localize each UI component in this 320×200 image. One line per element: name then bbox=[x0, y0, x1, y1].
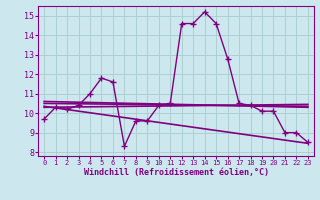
X-axis label: Windchill (Refroidissement éolien,°C): Windchill (Refroidissement éolien,°C) bbox=[84, 168, 268, 177]
